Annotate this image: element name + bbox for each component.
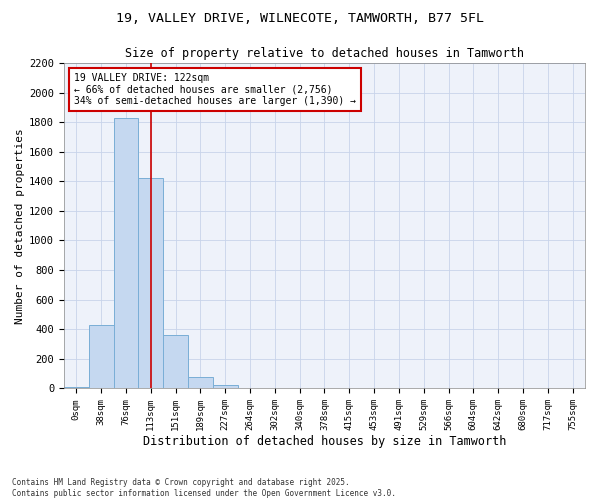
Bar [213,384,238,388]
Text: 19, VALLEY DRIVE, WILNECOTE, TAMWORTH, B77 5FL: 19, VALLEY DRIVE, WILNECOTE, TAMWORTH, B… [116,12,484,26]
Bar [89,325,113,388]
X-axis label: Distribution of detached houses by size in Tamworth: Distribution of detached houses by size … [143,434,506,448]
Text: 19 VALLEY DRIVE: 122sqm
← 66% of detached houses are smaller (2,756)
34% of semi: 19 VALLEY DRIVE: 122sqm ← 66% of detache… [74,73,356,106]
Title: Size of property relative to detached houses in Tamworth: Size of property relative to detached ho… [125,48,524,60]
Text: Contains HM Land Registry data © Crown copyright and database right 2025.
Contai: Contains HM Land Registry data © Crown c… [12,478,396,498]
Bar [139,178,163,388]
Bar [188,378,213,388]
Bar [64,387,89,388]
Bar [163,335,188,388]
Bar [113,118,139,388]
Y-axis label: Number of detached properties: Number of detached properties [15,128,25,324]
